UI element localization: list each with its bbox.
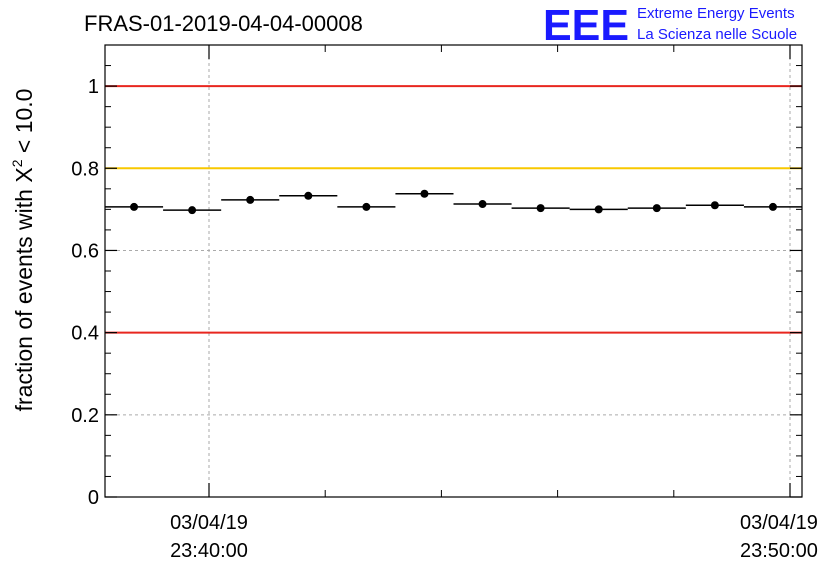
y-tick-labels: 0 0.2 0.4 0.6 0.8 1 — [71, 76, 99, 509]
x-tick-label-date: 03/04/19 — [170, 512, 248, 534]
logo-line-1: Extreme Energy Events — [637, 5, 795, 22]
logo-letters: EEE — [543, 1, 629, 50]
y-tick-label: 0 — [88, 487, 99, 509]
reference-lines — [105, 85, 802, 334]
y-axis-label-prefix: fraction of events with X — [11, 167, 37, 411]
y-tick-label: 1 — [88, 76, 99, 98]
y-axis-label: fraction of events with X2 < 10.0 — [9, 89, 37, 412]
y-tick-label: 0.8 — [71, 158, 99, 180]
axis-ticks — [105, 45, 802, 498]
y-axis-label-sup: 2 — [9, 159, 25, 167]
grid-lines — [105, 45, 802, 497]
y-tick-label: 0.4 — [71, 323, 99, 345]
x-tick-label-time: 23:40:00 — [170, 540, 248, 562]
x-tick-labels: 03/04/19 23:40:00 03/04/19 23:50:00 — [170, 512, 818, 562]
data-point — [130, 202, 139, 211]
x-tick-label-date: 03/04/19 — [740, 512, 818, 534]
y-axis-label-suffix: < 10.0 — [11, 89, 37, 160]
data-point — [594, 205, 603, 214]
data-point — [304, 191, 313, 200]
x-tick-label-time: 23:50:00 — [740, 540, 818, 562]
data-point — [652, 204, 661, 213]
data-series — [105, 189, 802, 215]
chart-title: FRAS-01-2019-04-04-00008 — [84, 11, 363, 36]
data-point — [768, 202, 777, 211]
logo-line-2: La Scienza nelle Scuole — [637, 26, 797, 43]
y-tick-label: 0.2 — [71, 405, 99, 427]
y-tick-label: 0.6 — [71, 240, 99, 262]
data-point — [710, 201, 719, 210]
data-point — [536, 204, 545, 213]
data-point — [362, 202, 371, 211]
data-point — [478, 200, 487, 209]
data-point — [420, 189, 429, 198]
eee-logo: EEE Extreme Energy Events La Scienza nel… — [543, 1, 797, 50]
data-point — [188, 206, 197, 215]
plot-frame — [104, 44, 803, 498]
data-point — [246, 195, 255, 204]
